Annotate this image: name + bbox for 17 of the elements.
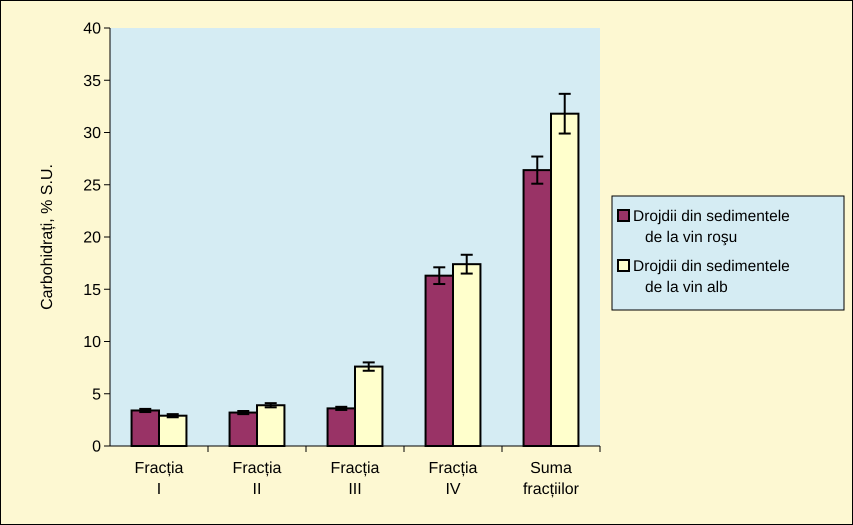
legend-label: Drojdii din sedimentele de la vin alb — [633, 258, 790, 296]
y-axis-title: Carbohidrați, % S.U. — [39, 164, 56, 310]
y-tick-label: 15 — [83, 282, 102, 299]
y-tick-label: 40 — [83, 20, 102, 38]
x-tick-label: Fracția II — [232, 460, 282, 498]
x-tick-label: Suma fracțiilor — [522, 460, 580, 498]
x-tick-label: Fracția I — [134, 460, 184, 498]
legend-label: Drojdii din sedimentele de la vin roşu — [633, 208, 790, 246]
y-tick-label: 25 — [83, 177, 102, 194]
y-tick-label: 30 — [83, 125, 102, 142]
y-tick-label: 35 — [83, 72, 102, 90]
y-tick-label: 0 — [92, 438, 102, 456]
x-tick-label: Fracția III — [330, 460, 380, 498]
y-tick-label: 10 — [83, 334, 102, 352]
y-tick-label: 5 — [92, 386, 102, 404]
x-tick-label: Fracția IV — [428, 460, 478, 498]
y-tick-label: 20 — [83, 230, 102, 247]
